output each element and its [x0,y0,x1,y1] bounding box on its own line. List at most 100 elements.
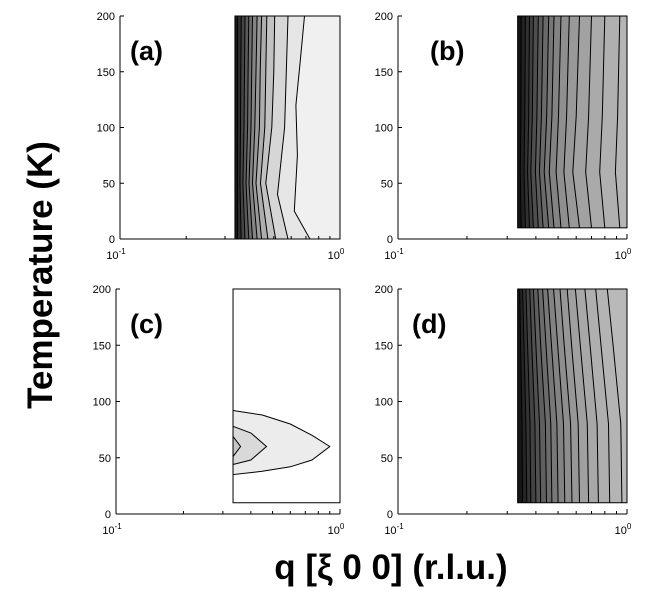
y-tick-label: 0 [109,234,115,246]
y-tick-label: 150 [375,67,393,79]
y-tick-label: 100 [375,123,393,135]
contour-band [520,16,526,228]
contour-line [293,15,311,240]
contour-line [522,288,528,503]
data-region-border [232,288,341,504]
contour-band [519,289,527,503]
y-tick-label: 100 [375,397,393,409]
panel-label: (c) [130,309,163,339]
contour-band [234,16,238,239]
y-tick-label: 0 [387,234,393,246]
contour-band [533,289,547,503]
contour-line [265,15,277,240]
panels: 0 50 100 150 200 10-1 100 (a) 0 50 100 150 200 10-1 10… [93,11,632,537]
contour-band [537,289,552,503]
y-tick-label: 200 [93,284,111,296]
y-tick-label: 200 [375,11,393,23]
contour-band [556,16,570,228]
panel-label: (a) [130,36,163,66]
panel-label: (b) [430,36,464,66]
contour-line [534,15,539,228]
contour-line [255,15,263,240]
contour-line [563,15,570,228]
contour-line [542,288,553,503]
x-tick-label: 10-1 [102,522,122,537]
x-axis-title: q [ξ 0 0] (r.l.u.) [274,548,507,587]
contour-region [232,409,331,476]
y-tick-label: 50 [99,453,111,465]
contour-line [248,15,253,240]
contour-band [256,16,268,239]
contour-band [563,16,580,228]
y-tick-label: 0 [105,509,111,521]
y-tick-label: 0 [387,509,393,521]
contour-line [606,288,623,503]
panel-b: 0 50 100 150 200 10-1 100 (b) [375,11,632,262]
contour-band [529,289,541,503]
contour-band [535,16,544,228]
contour-band [544,16,554,228]
contour-band [260,16,276,239]
contour-line [538,15,544,228]
contour-band [572,16,592,228]
y-tick-label: 50 [381,178,393,190]
panel-c: 0 50 100 150 200 10-1 100 (c) [93,284,345,537]
contour-line [595,288,611,503]
contour-line [574,288,590,503]
contour-band [575,289,599,503]
contour-band [265,16,288,239]
contour-line [537,288,547,503]
contour-line [547,288,559,503]
panel-a: 0 50 100 150 200 10-1 100 (a) [97,11,345,262]
contour-line [519,288,524,503]
panel-d: 0 50 100 150 200 10-1 100 (d) [375,284,632,537]
contour-line [259,15,269,240]
y-tick-label: 150 [97,67,115,79]
y-tick-label: 100 [97,123,115,135]
contour-band [294,16,340,239]
contour-band [560,289,580,503]
contour-band [522,289,531,503]
contour-band [585,16,605,228]
y-tick-label: 50 [103,178,115,190]
panel-label: (d) [412,309,446,339]
contour-band [547,289,565,503]
contour-band [246,16,253,239]
contour-band [539,16,549,228]
contour-line [523,15,526,228]
contour-band [530,16,539,228]
contour-line [553,288,566,503]
contour-band [249,16,258,239]
contour-band [607,289,627,503]
contour-line [572,15,580,228]
contour-band [615,16,627,228]
x-tick-label: 10-1 [106,247,126,262]
contour-band [584,289,610,503]
contour-band [595,289,622,503]
contour-line [519,15,522,228]
contour-band [567,289,589,503]
contour-band [527,16,534,228]
contour-line [543,15,550,228]
contour-line [276,15,289,240]
contour-line [555,15,562,228]
contour-line [245,15,250,240]
contour-band [517,289,523,503]
y-tick-label: 50 [381,453,393,465]
y-tick-label: 200 [375,284,393,296]
y-tick-label: 100 [93,397,111,409]
x-tick-label: 100 [615,247,632,262]
x-tick-label: 100 [328,522,345,537]
x-tick-label: 10-1 [384,522,404,537]
data-region-border [517,288,628,504]
contour-band [553,289,572,503]
contour-line [585,15,592,228]
x-tick-label: 10-1 [384,247,404,262]
contour-band [252,16,262,239]
contour-line [584,288,599,503]
contour-line [529,288,537,503]
contour-band [542,289,559,503]
data-region-border [517,15,628,229]
contour-band [549,16,561,228]
